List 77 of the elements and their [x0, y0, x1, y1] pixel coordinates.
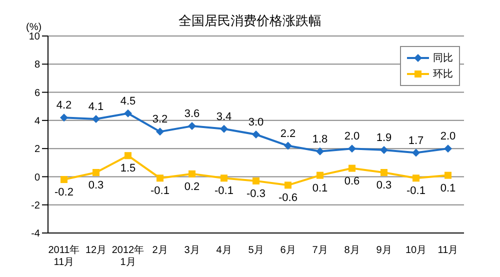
data-label: 0.6 [344, 175, 360, 188]
point [60, 114, 68, 122]
point [412, 174, 420, 182]
point [252, 130, 260, 138]
data-label: 0.2 [184, 180, 200, 193]
point [124, 109, 132, 118]
x-tick-label: 2011年 11月 [48, 244, 80, 268]
data-label: 0.3 [376, 179, 392, 192]
data-label: 2.0 [344, 130, 360, 143]
data-label: 1.9 [376, 132, 392, 144]
data-label: -0.2 [54, 186, 74, 199]
point [60, 176, 68, 184]
data-label: 2.0 [440, 130, 456, 143]
point [156, 174, 164, 182]
point [348, 164, 356, 172]
point [92, 115, 100, 124]
point [380, 168, 388, 176]
data-label: 1.7 [408, 134, 424, 147]
y-tick-label: 6 [34, 88, 40, 99]
chart-title: 全国居民消费价格涨跌幅 [178, 13, 322, 28]
point [188, 122, 196, 130]
data-label: 4.5 [120, 95, 136, 108]
point [284, 182, 292, 189]
point [220, 124, 228, 133]
data-label: 0.1 [440, 182, 456, 194]
x-tick-label: 5月 [248, 245, 264, 256]
point [252, 177, 260, 184]
point [124, 152, 132, 160]
point [284, 142, 292, 150]
data-label: 4.1 [88, 101, 104, 114]
y-tick-label: 8 [34, 60, 40, 71]
data-label: -0.1 [150, 185, 170, 198]
x-tick-label: 4月 [216, 245, 232, 256]
data-label: 1.5 [120, 162, 136, 175]
y-tick-label: 2 [34, 144, 40, 156]
data-label: 3.2 [152, 114, 168, 126]
x-tick-label: 6月 [280, 245, 296, 256]
data-label: 3.6 [184, 108, 200, 120]
x-tick-label: 2012年 1月 [112, 244, 144, 268]
point [444, 144, 452, 153]
point [316, 172, 324, 179]
point [316, 147, 324, 156]
point [380, 146, 388, 154]
data-label: 3.0 [248, 116, 264, 128]
point [444, 172, 452, 179]
data-label: 4.2 [56, 100, 72, 112]
data-label: -0.6 [278, 192, 298, 204]
point [348, 144, 356, 153]
data-label: -0.1 [214, 185, 234, 198]
x-tick-label: 11月 [438, 245, 458, 256]
x-tick-label: 12月 [85, 245, 107, 256]
data-label: 0.1 [312, 182, 328, 194]
x-tick-label: 3月 [184, 245, 200, 256]
y-tick-label: -4 [31, 228, 40, 240]
y-tick-label: 10 [28, 32, 40, 43]
point [220, 174, 228, 182]
point [156, 128, 164, 136]
x-tick-label: 8月 [344, 245, 360, 256]
legend-label: 环比 [433, 68, 453, 81]
x-tick-label: 7月 [312, 245, 328, 256]
data-label: 0.3 [88, 179, 104, 192]
y-tick-label: 0 [34, 172, 40, 184]
y-axis-title: (%) [26, 22, 42, 33]
data-label: -0.1 [406, 185, 426, 198]
point [188, 170, 196, 178]
data-label: 2.2 [280, 128, 296, 140]
y-tick-label: 4 [34, 116, 40, 127]
x-tick-label: 9月 [376, 245, 392, 256]
data-label: 1.8 [312, 133, 328, 146]
data-label: -0.3 [246, 188, 266, 200]
legend-label: 同比 [433, 52, 453, 65]
y-tick-label: -2 [31, 200, 40, 212]
x-tick-label: 10月 [405, 245, 427, 256]
x-tick-label: 2月 [152, 245, 168, 256]
data-label: 3.4 [216, 110, 232, 123]
point [92, 168, 100, 176]
point [412, 148, 420, 157]
